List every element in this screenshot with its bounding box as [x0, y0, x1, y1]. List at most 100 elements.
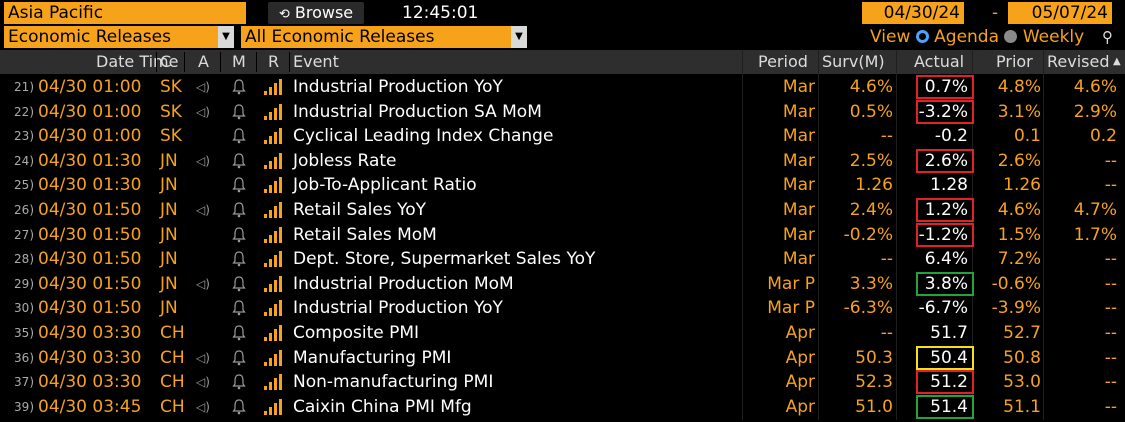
table-row[interactable]: 25) 04/30 01:30 JN Job-To-Applicant Ratio Ma… [0, 173, 1125, 198]
browse-button[interactable]: ⟲ Browse [268, 2, 364, 24]
bell-icon[interactable] [232, 321, 248, 345]
col-prior[interactable]: Prior [996, 50, 1033, 74]
col-country[interactable]: C [160, 50, 171, 74]
bell-icon[interactable] [232, 100, 248, 124]
speaker-icon[interactable]: ◁) [196, 272, 212, 296]
bell-icon[interactable] [232, 272, 248, 296]
speaker-icon[interactable]: ◁) [196, 198, 212, 222]
row-number: 26) [0, 198, 34, 222]
bell-icon[interactable] [232, 395, 248, 419]
row-event[interactable]: Non-manufacturing PMI [293, 370, 753, 394]
table-row[interactable]: 37) 04/30 03:30 CH ◁) Non-manufacturing PMI A… [0, 370, 1125, 395]
table-row[interactable]: 21) 04/30 01:00 SK ◁) Industrial Production … [0, 75, 1125, 100]
row-event[interactable]: Job-To-Applicant Ratio [293, 173, 753, 197]
row-period: Apr [745, 346, 815, 370]
row-survey: 2.5% [813, 149, 893, 173]
row-event[interactable]: Dept. Store, Supermarket Sales YoY [293, 247, 753, 271]
table-row[interactable]: 27) 04/30 01:50 JN Retail Sales MoM Mar -0.2%… [0, 223, 1125, 248]
row-survey: 50.3 [813, 346, 893, 370]
table-row[interactable]: 24) 04/30 01:30 JN ◁) Jobless Rate Mar 2.5% 2.6… [0, 149, 1125, 174]
row-event[interactable]: Retail Sales YoY [293, 198, 753, 222]
bell-icon[interactable] [232, 346, 248, 370]
col-actual[interactable]: Actual [914, 50, 964, 74]
col-alert[interactable]: M [232, 50, 246, 74]
row-actual: 1.28 [898, 173, 968, 197]
start-date-input[interactable]: 04/30/24 [862, 2, 964, 24]
row-survey: -- [813, 124, 893, 148]
row-revised: -- [1047, 173, 1117, 197]
chevron-down-icon[interactable]: ▼ [511, 26, 527, 48]
row-country: CH [160, 395, 186, 419]
row-period: Mar [745, 173, 815, 197]
weekly-radio[interactable] [1004, 30, 1017, 43]
weekly-label[interactable]: Weekly [1023, 27, 1084, 47]
col-revised[interactable]: Revised [1047, 50, 1110, 74]
bell-icon[interactable] [232, 149, 248, 173]
release-type-dropdown[interactable]: Economic Releases [4, 26, 218, 48]
table-row[interactable]: 35) 04/30 03:30 CH Composite PMI Apr -- 51.7 52… [0, 321, 1125, 346]
row-event[interactable]: Jobless Rate [293, 149, 753, 173]
col-event[interactable]: Event [293, 50, 339, 74]
speaker-icon[interactable]: ◁) [196, 149, 212, 173]
col-period[interactable]: Period [758, 50, 808, 74]
col-survey[interactable]: Surv(M) [822, 50, 885, 74]
row-survey: 3.3% [813, 272, 893, 296]
bell-icon[interactable] [232, 223, 248, 247]
relevance-bars-icon [264, 173, 284, 197]
row-revised: -- [1047, 272, 1117, 296]
release-filter-dropdown[interactable]: All Economic Releases [241, 26, 511, 48]
chevron-down-icon[interactable]: ▼ [218, 26, 234, 48]
bell-icon[interactable] [232, 173, 248, 197]
table-row[interactable]: 39) 04/30 03:45 CH ◁) Caixin China PMI Mfg Ap… [0, 395, 1125, 420]
pin-icon[interactable]: ⚲ [1102, 26, 1124, 48]
bell-icon[interactable] [232, 124, 248, 148]
bell-icon[interactable] [232, 75, 248, 99]
row-prior: 2.6% [971, 149, 1041, 173]
row-number: 28) [0, 247, 34, 271]
speaker-icon[interactable]: ◁) [196, 75, 212, 99]
release-filter-value: All Economic Releases [245, 27, 434, 47]
sort-up-icon[interactable]: ▲ [1113, 50, 1121, 74]
clock: 12:45:01 [402, 2, 502, 24]
row-event[interactable]: Industrial Production YoY [293, 75, 753, 99]
end-date-input[interactable]: 05/07/24 [1008, 2, 1112, 24]
table-row[interactable]: 26) 04/30 01:50 JN ◁) Retail Sales YoY Mar 2.4… [0, 198, 1125, 223]
region-selector[interactable]: Asia Pacific [4, 2, 246, 24]
table-row[interactable]: 23) 04/30 01:00 SK Cyclical Leading Index C… [0, 124, 1125, 149]
row-event[interactable]: Composite PMI [293, 321, 753, 345]
row-revised: -- [1047, 395, 1117, 419]
col-audio[interactable]: A [198, 50, 209, 74]
row-event[interactable]: Industrial Production SA MoM [293, 100, 753, 124]
row-event[interactable]: Manufacturing PMI [293, 346, 753, 370]
speaker-icon[interactable]: ◁) [196, 395, 212, 419]
row-event[interactable]: Industrial Production YoY [293, 296, 753, 320]
bell-icon[interactable] [232, 370, 248, 394]
speaker-icon[interactable]: ◁) [196, 370, 212, 394]
bell-icon[interactable] [232, 247, 248, 271]
relevance-bars-icon [264, 247, 284, 271]
row-survey: 51.0 [813, 395, 893, 419]
row-event[interactable]: Caixin China PMI Mfg [293, 395, 753, 419]
actual-highlight-box [916, 198, 974, 222]
row-event[interactable]: Industrial Production MoM [293, 272, 753, 296]
row-event[interactable]: Retail Sales MoM [293, 223, 753, 247]
agenda-label[interactable]: Agenda [934, 27, 999, 47]
row-revised: 1.7% [1047, 223, 1117, 247]
table-row[interactable]: 22) 04/30 01:00 SK ◁) Industrial Production … [0, 100, 1125, 125]
row-prior: 51.1 [971, 395, 1041, 419]
col-relevance[interactable]: R [268, 50, 279, 74]
agenda-radio[interactable] [916, 30, 929, 43]
table-row[interactable]: 29) 04/30 01:50 JN ◁) Industrial Production … [0, 272, 1125, 297]
table-row[interactable]: 30) 04/30 01:50 JN Industrial Production Yo… [0, 296, 1125, 321]
table-row[interactable]: 28) 04/30 01:50 JN Dept. Store, Supermarket… [0, 247, 1125, 272]
row-datetime: 04/30 01:00 [38, 75, 158, 99]
relevance-bars-icon [264, 395, 284, 419]
table-row[interactable]: 36) 04/30 03:30 CH ◁) Manufacturing PMI Apr 50… [0, 346, 1125, 371]
bell-icon[interactable] [232, 296, 248, 320]
speaker-icon[interactable]: ◁) [196, 346, 212, 370]
speaker-icon[interactable]: ◁) [196, 100, 212, 124]
bell-icon[interactable] [232, 198, 248, 222]
row-event[interactable]: Cyclical Leading Index Change [293, 124, 753, 148]
row-period: Mar [745, 198, 815, 222]
row-number: 21) [0, 75, 34, 99]
